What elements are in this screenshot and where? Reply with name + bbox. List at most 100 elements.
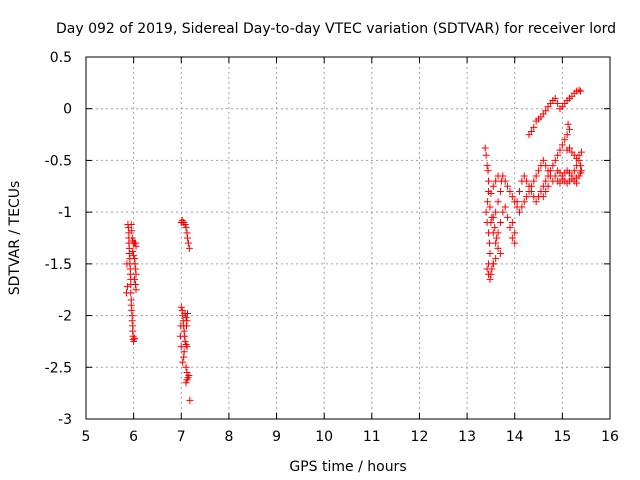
data-point	[484, 198, 492, 206]
data-point	[508, 193, 516, 201]
data-point	[542, 187, 550, 195]
data-point	[566, 144, 574, 152]
data-point	[486, 250, 494, 258]
data-point	[561, 136, 569, 144]
data-point	[482, 151, 490, 159]
data-point	[513, 198, 521, 206]
data-point	[576, 162, 584, 170]
data-point	[544, 182, 552, 190]
data-point	[185, 244, 193, 252]
data-point	[542, 177, 550, 185]
data-point	[485, 177, 493, 185]
data-point	[492, 177, 500, 185]
y-tick-label: -2.5	[45, 360, 72, 376]
data-point	[489, 260, 497, 268]
y-tick-label: 0.5	[50, 50, 72, 66]
x-tick-label: 10	[315, 429, 333, 445]
y-tick-label: -2	[58, 309, 72, 325]
data-point	[177, 343, 185, 351]
data-point	[551, 156, 559, 164]
data-point	[492, 208, 500, 216]
data-point	[131, 275, 139, 283]
data-point	[176, 332, 184, 340]
plot-frame	[85, 56, 611, 420]
data-point	[554, 151, 562, 159]
data-point	[539, 193, 547, 201]
data-point	[549, 162, 557, 170]
data-point	[180, 348, 188, 356]
data-point	[483, 162, 491, 170]
axis-ticks	[85, 56, 611, 420]
data-point	[132, 286, 140, 294]
data-point	[486, 275, 494, 283]
data-point	[542, 107, 550, 115]
y-tick-label: -3	[58, 412, 72, 428]
data-point	[532, 172, 540, 180]
data-point	[496, 250, 504, 258]
data-point	[127, 221, 135, 229]
data-point	[485, 239, 493, 247]
data-point	[573, 179, 581, 187]
x-tick-label: 6	[129, 429, 138, 445]
data-point	[488, 265, 496, 273]
data-point	[494, 229, 502, 237]
data-point	[523, 193, 531, 201]
data-point	[504, 182, 512, 190]
data-point	[182, 314, 190, 322]
data-point	[491, 224, 499, 232]
data-point	[482, 208, 490, 216]
data-point	[527, 127, 535, 135]
data-point	[132, 242, 140, 250]
data-point	[494, 198, 502, 206]
data-point	[131, 334, 139, 342]
data-point	[511, 229, 519, 237]
data-point	[177, 322, 185, 330]
data-point	[493, 234, 501, 242]
data-point	[488, 213, 496, 221]
data-point	[530, 177, 538, 185]
data-point	[481, 144, 489, 152]
data-point	[556, 146, 564, 154]
data-point	[563, 131, 571, 139]
data-point	[489, 182, 497, 190]
data-point	[122, 289, 130, 297]
x-tick-label: 16	[601, 429, 619, 445]
data-point	[501, 177, 509, 185]
data-point	[492, 255, 500, 263]
data-point	[129, 247, 137, 255]
data-point	[576, 87, 584, 95]
x-tick-label: 11	[363, 429, 381, 445]
x-tick-label: 5	[82, 429, 91, 445]
data-point	[508, 234, 516, 242]
chart-title: Day 092 of 2019, Sidereal Day-to-day VTE…	[56, 21, 616, 37]
data-point	[177, 303, 185, 311]
data-point	[577, 148, 585, 156]
data-point	[576, 169, 584, 177]
data-point	[551, 172, 559, 180]
data-point	[182, 224, 190, 232]
data-point	[130, 337, 138, 345]
data-point	[182, 379, 190, 387]
x-tick-label: 12	[411, 429, 429, 445]
data-point	[546, 167, 554, 175]
x-tick-label: 8	[224, 429, 233, 445]
data-point	[487, 270, 495, 278]
data-point	[484, 167, 492, 175]
y-axis-label: SDTVAR / TECUs	[7, 181, 23, 296]
data-point	[123, 260, 131, 268]
data-points	[122, 86, 585, 404]
data-point	[182, 363, 190, 371]
data-point	[570, 167, 578, 175]
y-tick-label: -1	[58, 205, 72, 221]
data-point	[575, 86, 583, 94]
data-point	[527, 187, 535, 195]
data-point	[508, 218, 516, 226]
data-point	[123, 283, 131, 291]
data-point	[515, 187, 523, 195]
data-point	[496, 187, 504, 195]
data-point	[544, 172, 552, 180]
data-point	[506, 187, 514, 195]
data-point	[496, 218, 504, 226]
data-point	[487, 218, 495, 226]
data-point	[492, 239, 500, 247]
